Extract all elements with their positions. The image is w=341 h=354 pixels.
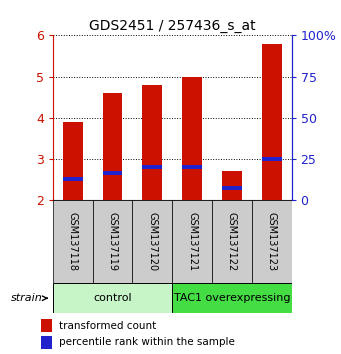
Bar <box>53 200 93 283</box>
Bar <box>63 122 83 200</box>
Text: GSM137122: GSM137122 <box>227 212 237 271</box>
Bar <box>63 177 83 182</box>
Bar <box>103 93 122 200</box>
Bar <box>53 283 172 313</box>
Bar <box>182 76 202 200</box>
Title: GDS2451 / 257436_s_at: GDS2451 / 257436_s_at <box>89 19 255 33</box>
Bar <box>172 283 292 313</box>
Bar <box>222 185 242 190</box>
Bar <box>132 200 172 283</box>
Bar <box>172 200 212 283</box>
Bar <box>143 165 162 169</box>
Bar <box>143 85 162 200</box>
Bar <box>103 171 122 175</box>
Bar <box>262 44 282 200</box>
Text: GSM137121: GSM137121 <box>187 212 197 271</box>
Bar <box>41 319 53 332</box>
Text: strain: strain <box>11 293 43 303</box>
Text: GSM137120: GSM137120 <box>147 212 157 271</box>
Bar <box>222 171 242 200</box>
Text: control: control <box>93 293 132 303</box>
Bar <box>41 336 53 349</box>
Text: TAC1 overexpressing: TAC1 overexpressing <box>174 293 290 303</box>
Bar <box>93 200 132 283</box>
Text: transformed count: transformed count <box>59 321 156 331</box>
Text: GSM137118: GSM137118 <box>68 212 78 271</box>
Text: GSM137119: GSM137119 <box>107 212 118 271</box>
Text: percentile rank within the sample: percentile rank within the sample <box>59 337 235 347</box>
Text: GSM137123: GSM137123 <box>267 212 277 271</box>
Bar <box>182 165 202 169</box>
Bar <box>252 200 292 283</box>
Bar <box>212 200 252 283</box>
Bar <box>262 157 282 161</box>
